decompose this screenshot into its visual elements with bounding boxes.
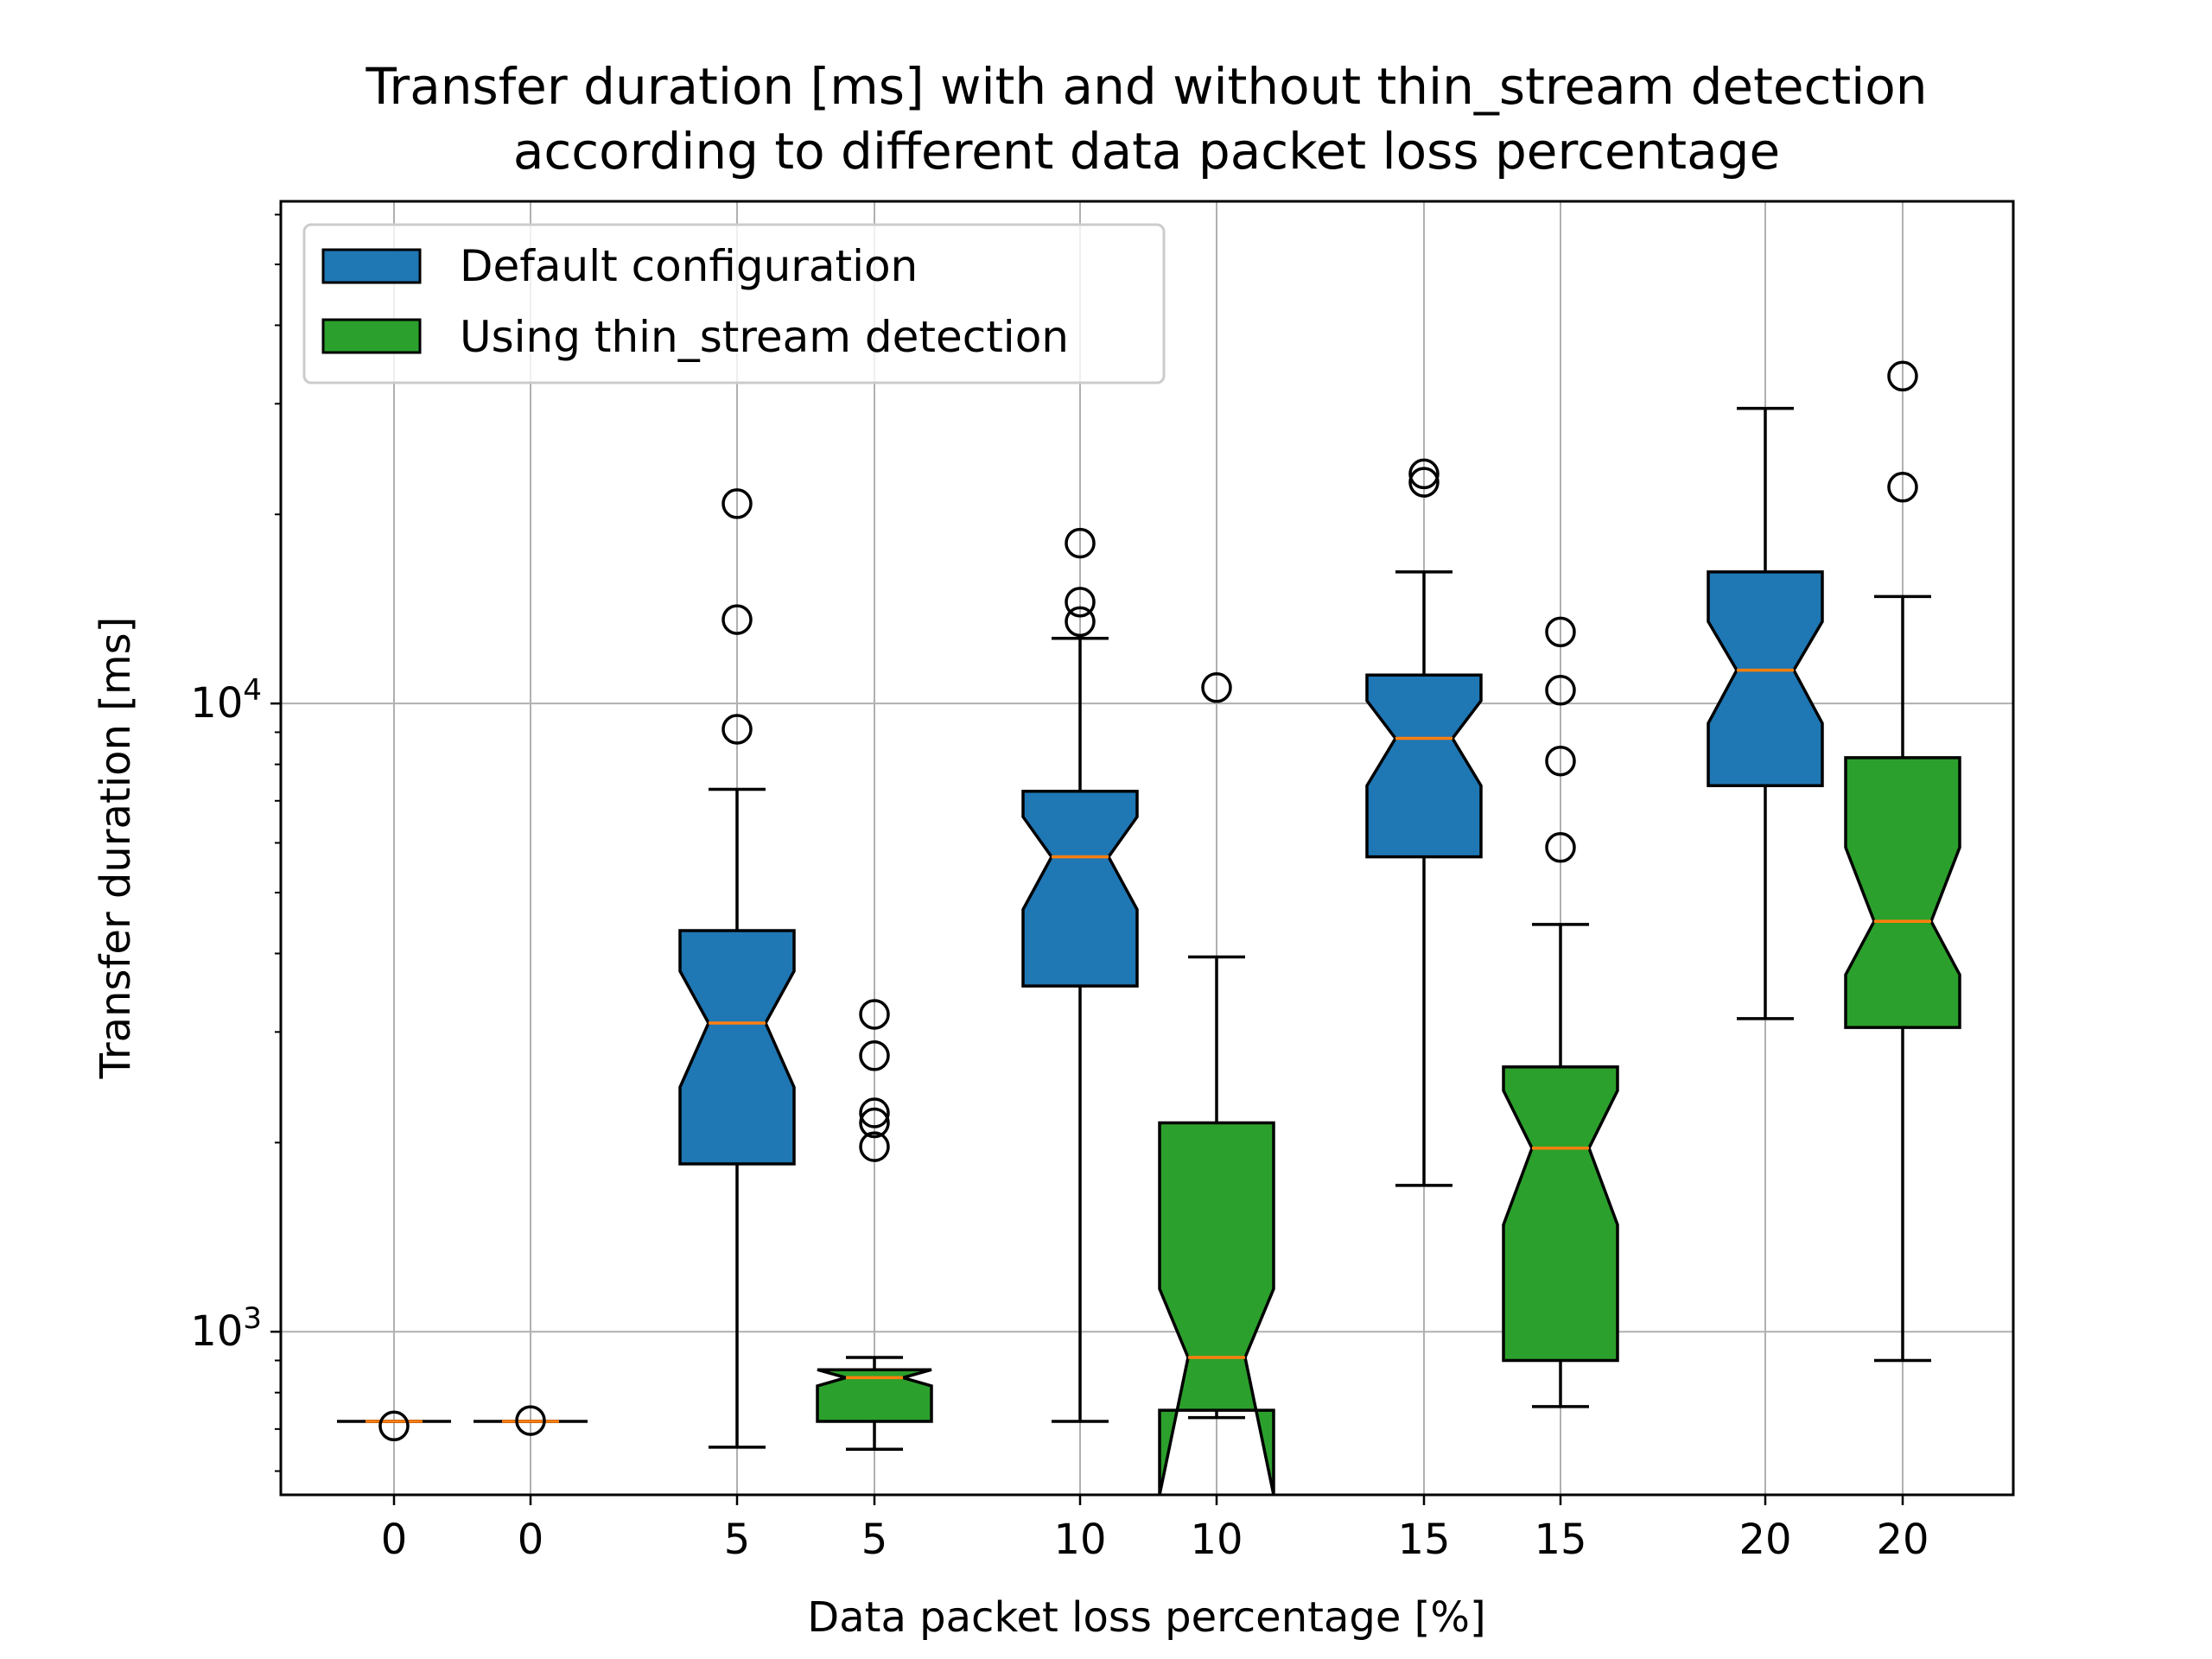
box-default-10 (1021, 527, 1139, 1423)
box-default-15 (1365, 458, 1483, 1187)
legend-swatch-thin-stream-detection (321, 318, 422, 354)
outlier-point (721, 714, 753, 745)
outlier-point (1545, 832, 1576, 863)
outlier-point (859, 1131, 890, 1162)
box-thin-stream-5 (816, 999, 933, 1452)
outlier-point (1408, 458, 1440, 490)
box-thin-stream-15 (1502, 616, 1619, 1408)
x-tick-label: 0 (518, 1516, 544, 1564)
x-tick-label: 15 (1397, 1516, 1450, 1564)
x-tick-label: 5 (724, 1516, 751, 1564)
box-body (1707, 570, 1824, 787)
outlier-point (859, 1097, 890, 1128)
outlier-point (1201, 672, 1232, 703)
chart-title-line-1: Transfer duration [ms] with and without … (365, 57, 1927, 116)
outlier-point (1545, 616, 1576, 648)
box-body (816, 1368, 933, 1423)
box-thin-stream-10 (1158, 672, 1275, 1496)
x-tick-label: 10 (1053, 1516, 1106, 1564)
box-body (1365, 673, 1483, 859)
chart-title-line-2: according to different data packet loss … (513, 122, 1780, 181)
outlier-point (1065, 587, 1096, 618)
outlier-point (1065, 606, 1096, 638)
outlier-point (378, 1410, 410, 1442)
outlier-point (515, 1405, 546, 1436)
legend-frame (302, 223, 1166, 385)
y-axis-label: Transfer duration [ms] (92, 617, 140, 1080)
x-tick-label: 20 (1876, 1516, 1929, 1564)
legend: Default configuration Using thin_stream … (302, 223, 1166, 385)
outlier-point (721, 488, 753, 519)
y-tick-label: 104 (190, 673, 262, 728)
outlier-point (1545, 675, 1576, 706)
legend-label-default-configuration: Default configuration (460, 241, 918, 291)
x-tick-label: 5 (861, 1516, 888, 1564)
x-tick-label: 15 (1534, 1516, 1586, 1564)
box-body (1158, 1121, 1275, 1496)
x-tick-label: 0 (381, 1516, 408, 1564)
outlier-point (1065, 527, 1096, 559)
box-body (1502, 1065, 1619, 1363)
legend-swatch-default-configuration (321, 248, 422, 284)
box-body (1844, 756, 1961, 1029)
y-tick-label: 103 (190, 1301, 262, 1356)
box-thin-stream-0 (474, 1405, 588, 1436)
box-default-5 (678, 488, 796, 1449)
y-axis-ticks: 103 104 (190, 213, 281, 1472)
outlier-point (1887, 472, 1918, 503)
box-default-20 (1707, 406, 1824, 1020)
legend-label-thin-stream-detection: Using thin_stream detection (460, 312, 1069, 362)
x-tick-label: 10 (1190, 1516, 1243, 1564)
plot-area-frame (279, 200, 2015, 1497)
x-axis-label: Data packet loss percentage [%] (807, 1593, 1485, 1642)
x-tick-label: 20 (1738, 1516, 1791, 1564)
outlier-point (859, 1107, 890, 1139)
outlier-point (1887, 360, 1918, 392)
box-series (337, 360, 1961, 1496)
box-thin-stream-20 (1844, 360, 1961, 1363)
box-body (1021, 789, 1139, 988)
outlier-point (859, 1040, 890, 1071)
outlier-point (1408, 467, 1440, 498)
box-body (678, 929, 796, 1166)
outlier-point (721, 604, 753, 635)
outlier-point (859, 999, 890, 1030)
box-default-0 (337, 1410, 451, 1442)
x-axis-ticks: 0 0 5 5 10 10 15 15 20 20 (381, 1495, 1929, 1564)
outlier-point (1545, 745, 1576, 777)
